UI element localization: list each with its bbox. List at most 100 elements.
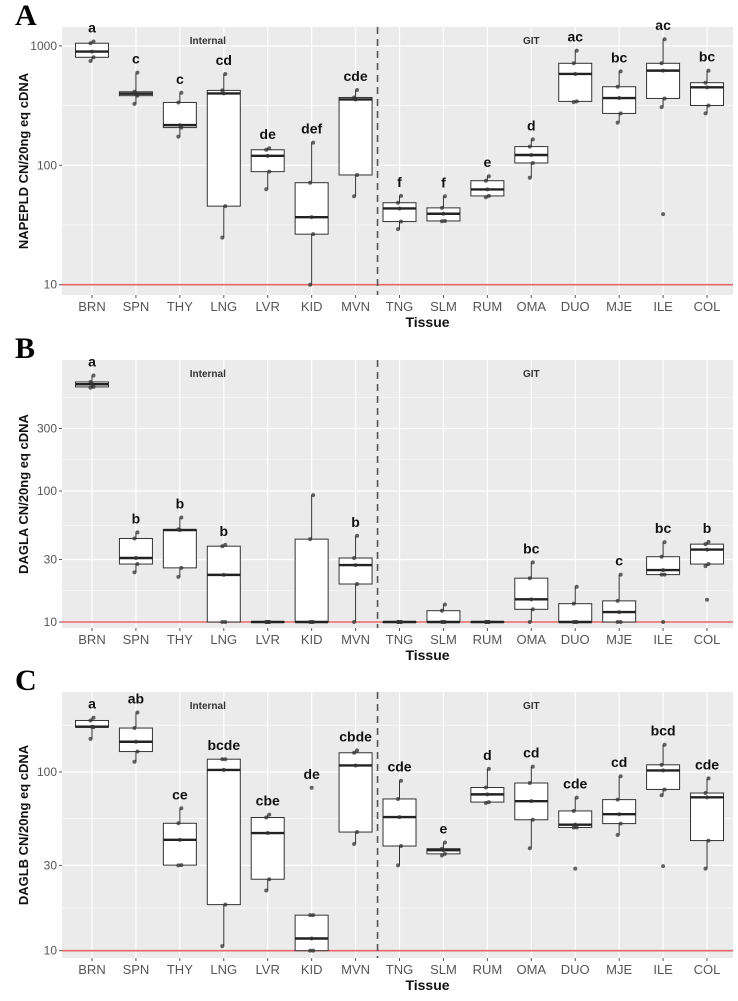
data-point (355, 582, 360, 587)
data-point (311, 232, 316, 237)
plot-background (62, 27, 733, 295)
x-tick-label-spn: SPN (123, 299, 150, 314)
box-lvr: cbe (250, 793, 285, 893)
data-point (308, 537, 313, 542)
x-axis-title: Tissue (405, 977, 449, 993)
data-point (618, 69, 623, 74)
box-col: bc (690, 49, 725, 116)
outlier-point (309, 785, 314, 790)
x-tick-label-rum: RUM (473, 962, 503, 977)
box-mje: bc (602, 49, 637, 125)
data-point (573, 620, 578, 625)
data-point (486, 766, 491, 771)
data-point (90, 49, 94, 54)
data-point (353, 763, 358, 768)
data-point (267, 146, 272, 151)
x-tick-label-col: COL (694, 299, 721, 314)
x-tick-label-oma: OMA (516, 962, 546, 977)
x-tick-label-mvn: MVN (341, 632, 370, 647)
significance-letters: bcde (207, 737, 240, 753)
data-point (88, 385, 93, 390)
data-point (530, 764, 535, 769)
significance-letters: c (132, 51, 140, 67)
data-point (530, 817, 535, 822)
x-tick-label-lng: LNG (210, 962, 237, 977)
data-point (223, 204, 228, 209)
y-tick-label: 100 (37, 484, 57, 498)
data-point (267, 169, 272, 174)
data-point (221, 767, 226, 772)
box-iqr (206, 545, 241, 623)
data-point (529, 152, 534, 157)
data-point (132, 726, 137, 731)
significance-letters: f (397, 174, 402, 190)
box-tng: cde (382, 759, 417, 868)
data-point (397, 815, 402, 820)
data-point (439, 853, 444, 858)
data-point (265, 153, 270, 158)
data-point (615, 84, 620, 89)
data-point (267, 877, 272, 882)
data-point (396, 200, 401, 205)
data-point (573, 71, 578, 76)
data-point (442, 602, 447, 607)
data-point (615, 620, 620, 625)
data-point (132, 759, 137, 764)
box-iqr (206, 89, 241, 207)
data-point (527, 846, 532, 851)
significance-letters: bc (699, 49, 716, 65)
box-duo: cde (558, 776, 593, 871)
data-point (220, 88, 225, 93)
significance-letters: cd (523, 745, 539, 761)
box-iqr (382, 202, 417, 223)
data-point (615, 797, 620, 802)
significance-letters: b (703, 520, 712, 536)
data-point (311, 140, 316, 145)
data-point (355, 748, 360, 753)
data-point (352, 556, 357, 561)
data-point (264, 147, 269, 152)
data-point (223, 542, 228, 547)
data-point (662, 540, 667, 545)
x-tick-label-slm: SLM (430, 962, 457, 977)
group-label-git: GIT (523, 36, 540, 47)
x-tick-label-spn: SPN (123, 632, 150, 647)
data-point (618, 821, 623, 826)
data-point (176, 527, 181, 532)
x-tick-label-rum: RUM (473, 632, 503, 647)
data-point (618, 572, 623, 577)
data-point (442, 840, 447, 845)
panel-label: A (15, 0, 37, 32)
x-tick-label-lng: LNG (210, 299, 237, 314)
data-point (618, 774, 623, 779)
box-slm: e (426, 820, 461, 858)
data-point (179, 863, 184, 868)
data-point (527, 781, 532, 786)
box-oma: cd (514, 745, 549, 851)
group-label-internal: Internal (190, 369, 226, 380)
data-point (135, 530, 140, 535)
data-point (355, 533, 360, 538)
data-point (220, 620, 225, 625)
data-point (309, 620, 314, 625)
data-point (133, 739, 138, 744)
data-point (662, 37, 667, 42)
x-tick-label-kid: KID (301, 632, 323, 647)
x-tick-label-mje: MJE (606, 299, 632, 314)
data-point (483, 195, 488, 200)
data-point (703, 542, 708, 547)
data-point (529, 597, 534, 602)
data-point (309, 215, 314, 220)
significance-letters: a (88, 696, 96, 712)
data-point (574, 584, 579, 589)
y-tick-label: 300 (37, 421, 57, 435)
data-point (223, 757, 228, 762)
significance-letters: b (176, 496, 185, 512)
significance-letters: cd (611, 754, 627, 770)
x-tick-label-lng: LNG (210, 632, 237, 647)
data-point (179, 90, 184, 95)
data-point (703, 111, 708, 116)
x-tick-label-oma: OMA (516, 299, 546, 314)
data-point (485, 187, 490, 192)
data-point (485, 792, 490, 797)
